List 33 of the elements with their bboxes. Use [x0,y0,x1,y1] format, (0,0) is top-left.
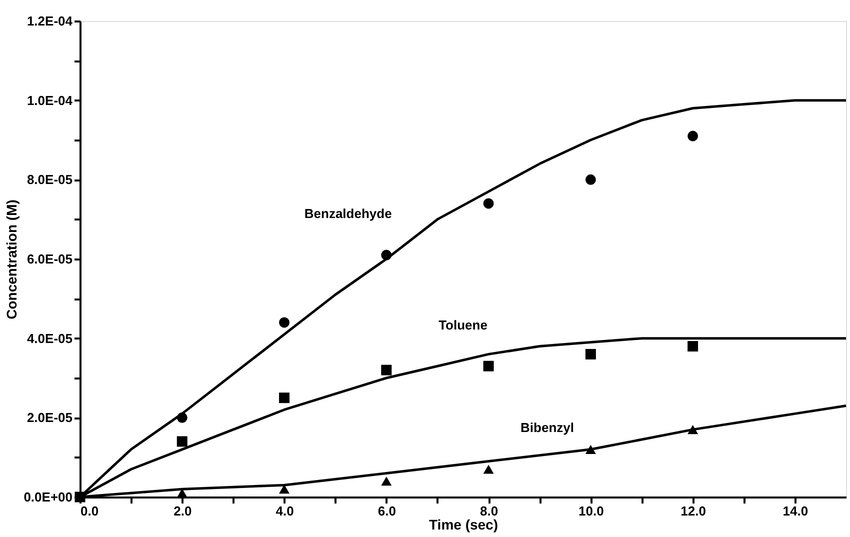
x-tick-label: 10.0 [578,504,604,518]
point [279,484,290,494]
point [688,130,698,142]
x-tick-label: 14.0 [782,504,808,518]
x-tick-label: 2.0 [174,504,192,518]
y-tick-label: 4.0E-05 [26,330,72,346]
point [483,464,494,474]
x-tick-label: 6.0 [378,504,396,518]
x-tick-label: 0.0 [80,504,99,518]
text: Benzaldehyde [304,206,392,221]
point [585,348,596,360]
point [279,392,290,404]
y-tick-label: 6.0E-05 [26,252,72,266]
point [483,198,494,209]
point [381,476,392,486]
point [483,360,494,372]
y-tick-label: 8.0E-05 [26,172,72,188]
series-label: Bibenzyl [520,420,574,435]
y-axis-title: Concentration (M) [4,200,20,320]
y-tick-label: 1.2E-04 [26,14,74,28]
point [381,364,392,376]
point [585,174,596,185]
y-tick-label: 2.0E-05 [26,410,72,426]
x-tick-label: 4.0 [276,504,294,518]
x-tick-label: 12.0 [680,504,706,518]
text: Toluene [438,318,488,333]
point [176,436,188,447]
point [279,317,290,328]
y-tick-label: 0.0E+00 [24,490,72,504]
point [688,341,698,352]
x-tick-label: 8.0 [480,504,498,518]
x-axis-title: Time (sec) [429,516,498,532]
y-tick-label: 1.0E-04 [26,92,74,108]
